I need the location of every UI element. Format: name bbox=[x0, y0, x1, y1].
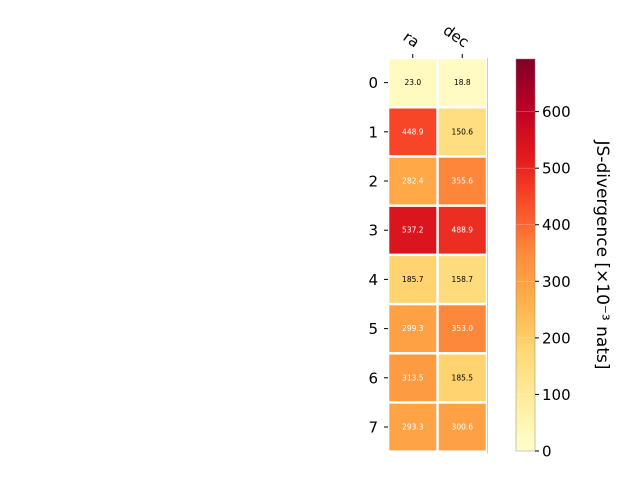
heatmap-cell bbox=[389, 59, 437, 106]
colorbar-tick-label: 300 bbox=[542, 273, 571, 291]
colorbar: 0 100 200 300 400 500 600 JS-divergence [×10⁻³… bbox=[515, 58, 612, 461]
heatmap-cell bbox=[389, 354, 437, 402]
heatmap-cells: 23.0 18.8 448.9 150.6 282.4 355.6 537.2 488.9 18… bbox=[389, 58, 488, 454]
colorbar-ticks: 0 100 200 300 400 500 600 bbox=[516, 103, 571, 461]
heatmap-cell bbox=[389, 305, 437, 352]
cell-value-label: 23.0 bbox=[404, 78, 421, 87]
heatmap-cell bbox=[389, 157, 437, 205]
row-tick-label: 5 bbox=[368, 320, 378, 338]
colorbar-tick-label: 200 bbox=[542, 329, 571, 347]
cell-value-label: 355.6 bbox=[452, 177, 474, 186]
colorbar-tick-label: 500 bbox=[542, 160, 571, 178]
cell-value-label: 448.9 bbox=[402, 127, 424, 136]
cell-value-label: 185.5 bbox=[452, 373, 474, 382]
colorbar-tick-label: 100 bbox=[542, 386, 571, 404]
row-tick-label: 6 bbox=[368, 369, 378, 387]
cell-value-label: 150.6 bbox=[452, 127, 474, 136]
row-tick-label: 7 bbox=[368, 419, 378, 437]
row-tick-label: 0 bbox=[368, 74, 378, 92]
cell-value-label: 293.3 bbox=[402, 423, 424, 432]
column-tick-label: ra bbox=[400, 28, 423, 52]
cell-value-label: 185.7 bbox=[402, 275, 424, 284]
row-tick-labels: 0 1 2 3 4 5 6 7 bbox=[368, 74, 388, 437]
row-tick-label: 3 bbox=[368, 222, 378, 240]
heatmap-cell bbox=[438, 403, 486, 451]
colorbar-tick-label: 400 bbox=[542, 216, 571, 234]
heatmap-cell bbox=[438, 157, 486, 205]
cell-value-label: 158.7 bbox=[452, 275, 474, 284]
cell-value-label: 313.5 bbox=[402, 373, 424, 382]
heatmap-cell bbox=[438, 256, 486, 303]
cell-value-label: 18.8 bbox=[454, 78, 471, 87]
cell-value-label: 282.4 bbox=[402, 177, 424, 186]
cell-value-label: 488.9 bbox=[452, 226, 474, 235]
colorbar-tick-label: 600 bbox=[542, 103, 571, 121]
heatmap-cell bbox=[438, 108, 486, 156]
heatmap-cell bbox=[438, 59, 486, 106]
colorbar-tick-label: 0 bbox=[542, 443, 552, 461]
heatmap-cell bbox=[438, 305, 486, 352]
heatmap-cell bbox=[438, 206, 486, 254]
heatmap-cell bbox=[389, 256, 437, 303]
cell-value-label: 537.2 bbox=[402, 226, 424, 235]
row-tick-label: 2 bbox=[368, 173, 378, 191]
row-tick-label: 4 bbox=[368, 271, 378, 289]
heatmap-cell bbox=[438, 354, 486, 402]
colorbar-label: JS-divergence [×10⁻³ nats] bbox=[592, 140, 612, 370]
cell-value-label: 300.6 bbox=[452, 423, 474, 432]
heatmap-cell bbox=[389, 108, 437, 156]
column-tick-label: dec bbox=[440, 21, 472, 51]
heatmap-cell bbox=[389, 403, 437, 451]
heatmap-cell bbox=[389, 206, 437, 254]
column-tick-labels: ra dec bbox=[400, 21, 472, 58]
colorbar-bar bbox=[515, 58, 536, 452]
row-tick-label: 1 bbox=[368, 123, 378, 141]
cell-value-label: 299.3 bbox=[402, 324, 424, 333]
cell-value-label: 353.0 bbox=[452, 324, 474, 333]
